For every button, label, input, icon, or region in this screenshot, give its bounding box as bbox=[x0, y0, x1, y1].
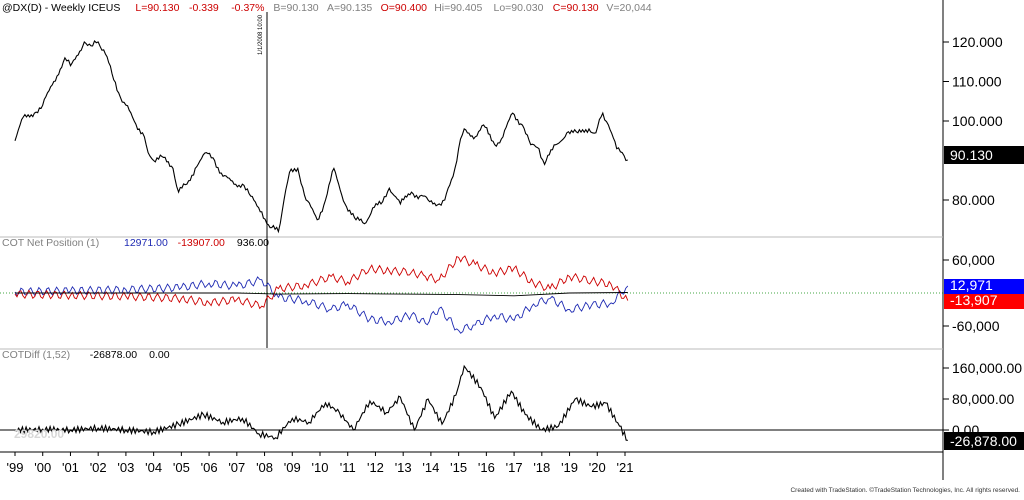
y-tick-label: -60,000 bbox=[952, 318, 1000, 334]
y-tick-label: 80,000.00 bbox=[952, 391, 1014, 407]
y-tick-label: 100.000 bbox=[952, 113, 1003, 129]
event-marker-label: 1/1/2008 10:00 bbox=[258, 14, 264, 55]
indicator-header-item: -0.339 bbox=[189, 2, 219, 14]
cotdiff-line bbox=[14, 364, 628, 441]
indicator-header-item: Lo=90.030 bbox=[494, 2, 544, 14]
x-tick-label: '12 bbox=[367, 460, 384, 475]
y-tick-label: 80.000 bbox=[952, 192, 995, 208]
indicator-header-item: O=90.400 bbox=[381, 2, 428, 14]
y-tick-label: 110.000 bbox=[952, 74, 1002, 90]
indicator-header-item: Hi=90.405 bbox=[434, 2, 482, 14]
x-tick-label: '17 bbox=[506, 460, 523, 475]
x-tick-label: '10 bbox=[312, 460, 329, 475]
x-tick-label: '09 bbox=[284, 460, 301, 475]
x-tick-label: '07 bbox=[228, 460, 245, 475]
x-tick-label: '21 bbox=[617, 460, 634, 475]
short-value-label-bg bbox=[944, 294, 1024, 309]
indicator-header-item: V=20,044 bbox=[606, 2, 651, 14]
x-tick-label: '19 bbox=[561, 460, 578, 475]
x-tick-label: '13 bbox=[395, 460, 412, 475]
x-tick-label: '06 bbox=[201, 460, 218, 475]
x-tick-label: '20 bbox=[589, 460, 606, 475]
indicator-header-item: A=90.135 bbox=[327, 2, 372, 14]
x-tick-label: '02 bbox=[90, 460, 107, 475]
price-series-line bbox=[14, 40, 628, 234]
cotdiff-value-label-bg bbox=[944, 432, 1024, 450]
indicator-header-item: 12971.00 bbox=[124, 237, 168, 249]
indicator-header-item: 936.00 bbox=[237, 237, 269, 249]
x-tick-label: '03 bbox=[117, 460, 134, 475]
last-price-label: 90.130 bbox=[950, 147, 993, 163]
indicator-header-item: COT Net Position (1) bbox=[2, 237, 99, 249]
last-price-label-bg bbox=[944, 146, 1024, 164]
indicator-header-item: @DX(D) - Weekly ICEUS bbox=[2, 2, 120, 14]
indicator-header-item: 0.00 bbox=[149, 349, 170, 361]
y-tick-label: 120.000 bbox=[952, 34, 1003, 50]
x-tick-label: '01 bbox=[62, 460, 79, 475]
indicator-header-item: L=90.130 bbox=[135, 2, 179, 14]
cot-short-line bbox=[14, 255, 629, 310]
y-tick-label: 0.00 bbox=[952, 422, 979, 438]
cot-long-line bbox=[14, 276, 629, 334]
watermark-value: 29820.00 bbox=[14, 427, 64, 441]
y-tick-label: 60,000 bbox=[952, 252, 995, 268]
indicator-header-item: B=90.130 bbox=[273, 2, 318, 14]
indicator-header-item: -13907.00 bbox=[178, 237, 225, 249]
x-tick-label: '99 bbox=[7, 460, 24, 475]
indicator-header-item: C=90.130 bbox=[553, 2, 599, 14]
x-tick-label: '11 bbox=[340, 460, 356, 475]
x-tick-label: '16 bbox=[478, 460, 495, 475]
long-value-label-bg bbox=[944, 279, 1024, 294]
x-tick-label: '15 bbox=[450, 460, 467, 475]
indicator-header-item: -26878.00 bbox=[90, 349, 137, 361]
x-tick-label: '05 bbox=[173, 460, 190, 475]
indicator-header-item: -0.37% bbox=[231, 2, 264, 14]
x-tick-label: '14 bbox=[422, 460, 439, 475]
x-tick-label: '04 bbox=[145, 460, 162, 475]
x-tick-label: '00 bbox=[34, 460, 51, 475]
cot-net-line bbox=[15, 292, 628, 297]
long-value-label: 12,971 bbox=[950, 277, 993, 293]
x-tick-label: '18 bbox=[533, 460, 550, 475]
x-tick-label: '08 bbox=[256, 460, 273, 475]
footer-credit: Created with TradeStation. ©TradeStation… bbox=[790, 486, 1020, 494]
indicator-header-item: COTDiff (1,52) bbox=[2, 349, 70, 361]
y-tick-label: 160,000.00 bbox=[952, 360, 1022, 376]
cotdiff-value-label: -26,878.00 bbox=[950, 433, 1017, 449]
short-value-label: -13,907 bbox=[950, 292, 998, 308]
